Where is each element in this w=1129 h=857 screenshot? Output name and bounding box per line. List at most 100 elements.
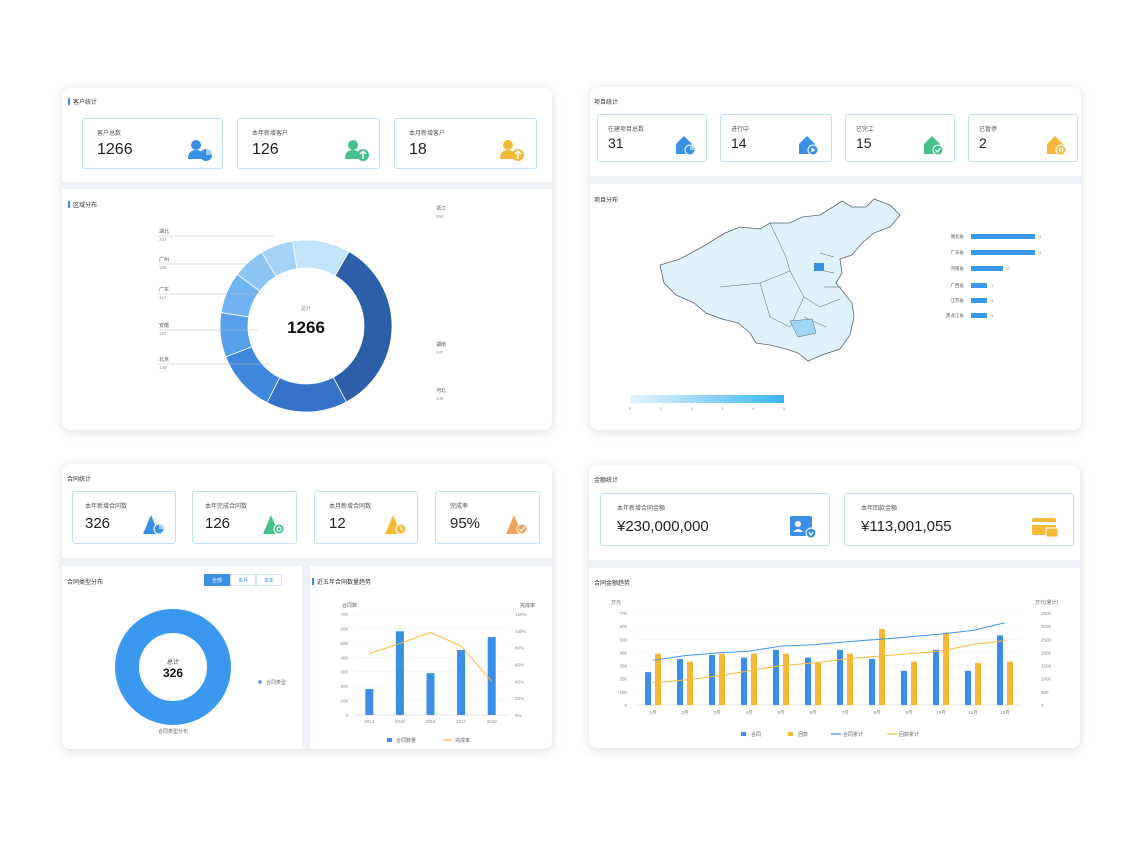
projects-ongoing-card[interactable]: 进行中 14 — [720, 114, 832, 162]
bar-contract[interactable] — [933, 649, 939, 705]
amount-trend-title: 合同金额趋势 — [594, 581, 631, 587]
bar-contract[interactable] — [869, 659, 875, 705]
new-customers-month-card[interactable]: 本月新增客户 18 — [394, 118, 537, 169]
x-tick: 3月 — [713, 710, 720, 716]
bar-contract[interactable] — [709, 655, 715, 705]
card-value: 95% — [450, 515, 481, 532]
vertical-divider — [302, 566, 310, 749]
new-customers-year-card[interactable]: 本年新增客户 126 — [237, 118, 380, 169]
province-bar[interactable] — [971, 298, 987, 303]
region-value: 347 — [436, 350, 444, 355]
tab-year[interactable]: 本年 — [256, 574, 282, 586]
y-tick: 300 — [619, 664, 627, 669]
province-value: 1 — [991, 283, 994, 288]
y-tick: 400 — [340, 655, 348, 660]
province-value: 1 — [991, 298, 994, 303]
chart-legend: 合同 回款 合同累计 回款累计 — [741, 731, 919, 738]
province-borders — [719, 222, 842, 328]
amount-panel: 金额统计 本年新增合同金额 ¥230,000,000 本年回款金额 ¥113,0… — [589, 465, 1080, 748]
legend-label: 合同类型 — [266, 679, 286, 686]
y2-axis-label: 万元(累计) — [1035, 599, 1059, 606]
payment-amount-card[interactable]: 本年回款金额 ¥113,001,055 — [844, 493, 1074, 546]
province-highlight-guangxi — [789, 318, 817, 338]
region-value: 333 — [159, 237, 167, 242]
region-label: 河北 — [436, 387, 446, 394]
x-tick: 6月 — [809, 710, 816, 716]
contract-amount-card[interactable]: 本年新增合同金额 ¥230,000,000 — [600, 493, 830, 546]
bar-contract[interactable] — [773, 649, 779, 705]
province-value: 4 — [1039, 250, 1042, 255]
project-section-title: 项目统计 — [594, 100, 619, 106]
province-bar[interactable] — [971, 313, 987, 318]
bar-contract[interactable] — [997, 635, 1003, 705]
doc-pause-icon — [1047, 136, 1067, 156]
bar-contracts[interactable] — [365, 689, 374, 715]
province-value: 4 — [1039, 234, 1042, 239]
region-label: 北京 — [159, 356, 169, 363]
legend-tick: 1 — [660, 406, 663, 411]
province-bar[interactable] — [971, 234, 1035, 239]
region-label: 湖北 — [159, 228, 169, 235]
province-name: 江苏省 — [951, 297, 965, 304]
bar-contract[interactable] — [965, 670, 971, 705]
region-value: 292 — [436, 214, 444, 219]
bar-payment[interactable] — [719, 653, 725, 705]
y2-tick: 1000 — [1041, 677, 1052, 682]
tab-month[interactable]: 本月 — [230, 574, 256, 586]
projects-total-card[interactable]: 在建项目总数 31 — [597, 114, 707, 162]
x-tick: 2014 — [364, 719, 375, 724]
bar-payment[interactable] — [687, 661, 693, 705]
bar-payment[interactable] — [655, 653, 661, 705]
donut-slices — [219, 239, 393, 413]
line-contract-cumulative — [652, 622, 1006, 661]
province-bar[interactable] — [971, 250, 1035, 255]
bar-contracts[interactable] — [457, 650, 466, 715]
project-panel: 项目统计 在建项目总数 31 进行中 14 已完工 15 已暂停 2 项目分布 — [590, 87, 1081, 430]
legend-label: 回款 — [798, 731, 808, 738]
bar-contract[interactable] — [677, 659, 683, 705]
bar-contract[interactable] — [901, 670, 907, 705]
bar-contract[interactable] — [741, 657, 747, 705]
bar-payment[interactable] — [911, 661, 917, 705]
province-name: 河南省 — [951, 265, 965, 272]
donut-center-value: 326 — [163, 666, 183, 680]
bar-contracts[interactable] — [395, 631, 404, 715]
region-label: 浙江 — [436, 205, 446, 212]
bar-payment[interactable] — [815, 662, 821, 705]
segment-hunan[interactable] — [266, 376, 347, 413]
y-tick: 400 — [619, 650, 627, 655]
map-outline — [659, 198, 901, 362]
province-bar[interactable] — [971, 283, 987, 288]
card-value: 14 — [731, 135, 747, 151]
projects-paused-card[interactable]: 已暂停 2 — [968, 114, 1078, 162]
contracts-new-month-card[interactable]: 本月新增合同数 12 — [314, 491, 418, 544]
province-bar[interactable] — [971, 266, 1003, 271]
segment-hebei[interactable] — [225, 346, 281, 404]
contracts-done-year-card[interactable]: 本年完成合同数 126 — [192, 491, 297, 544]
card-label: 本年回款金额 — [861, 506, 898, 512]
bar-payment[interactable] — [847, 653, 853, 705]
completion-rate-card[interactable]: 完成率 95% — [435, 491, 540, 544]
bar-contracts[interactable] — [487, 637, 496, 715]
bar-payment[interactable] — [1007, 661, 1013, 705]
bar-contract[interactable] — [805, 657, 811, 705]
bar-payment[interactable] — [751, 653, 757, 705]
total-customers-card[interactable]: 客户总数 1266 — [82, 118, 223, 169]
contracts-new-year-card[interactable]: 本年新增合同数 326 — [72, 491, 176, 544]
card-value: 31 — [608, 135, 624, 151]
region-label: 湖南 — [436, 341, 446, 348]
bar-payment[interactable] — [783, 653, 789, 705]
y-tick: 0 — [345, 713, 348, 718]
bar-payment[interactable] — [879, 628, 885, 705]
bar-contracts[interactable] — [426, 673, 435, 715]
bar-payment[interactable] — [975, 662, 981, 705]
line-completion-rate — [369, 631, 493, 682]
bar-payment[interactable] — [943, 632, 949, 705]
tab-all[interactable]: 全部 — [204, 574, 230, 586]
y-tick: 600 — [340, 626, 348, 631]
legend-dot — [258, 680, 262, 684]
bar-contract[interactable] — [645, 672, 651, 705]
projects-done-card[interactable]: 已完工 15 — [845, 114, 955, 162]
segment-hubei[interactable] — [292, 239, 350, 277]
bar-contract[interactable] — [837, 649, 843, 705]
